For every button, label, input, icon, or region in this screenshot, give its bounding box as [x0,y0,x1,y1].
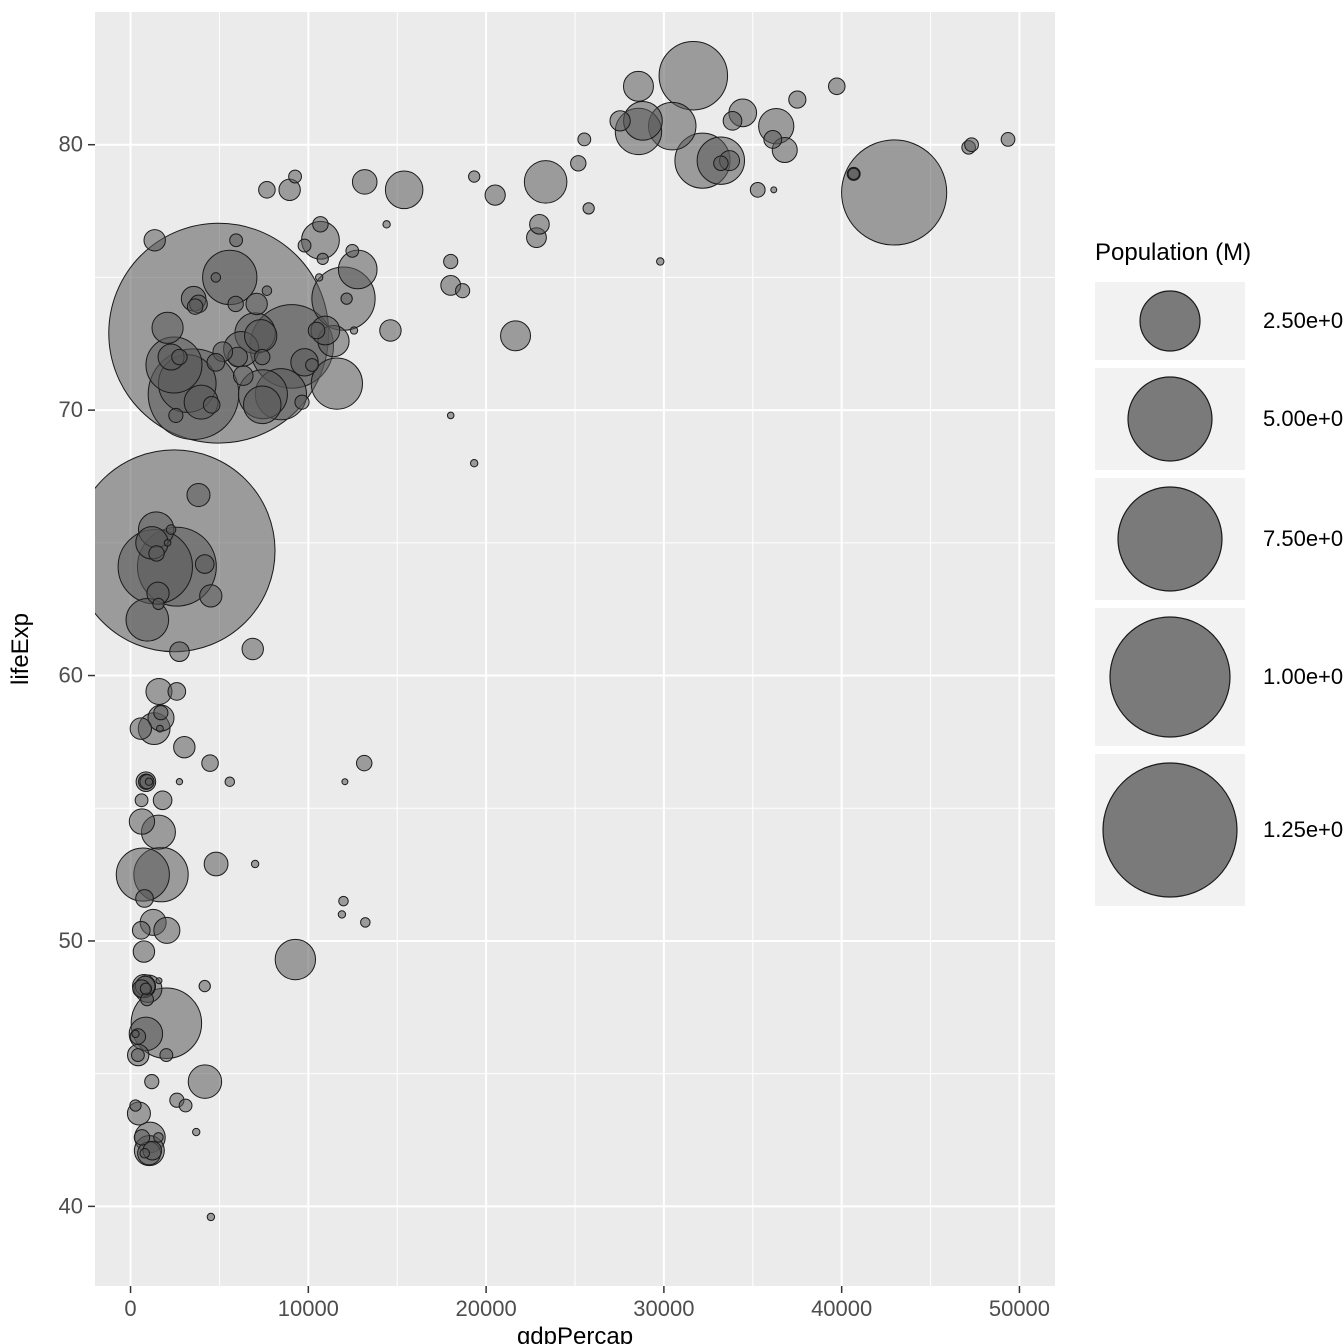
svg-text:50: 50 [59,928,83,953]
svg-text:70: 70 [59,397,83,422]
legend-title: Population (M) [1095,239,1251,266]
svg-text:10000: 10000 [278,1296,339,1321]
y-axis-label: lifeExp [7,613,34,685]
svg-text:20000: 20000 [456,1296,517,1321]
svg-text:60: 60 [59,663,83,688]
legend-entry-label: 7.50e+08 [1263,526,1344,551]
legend-entry-label: 1.00e+09 [1263,664,1344,689]
svg-text:40000: 40000 [811,1296,872,1321]
svg-text:80: 80 [59,132,83,157]
legend-entry-label: 5.00e+08 [1263,406,1344,431]
scatter-chart: 0 10000 20000 30000 40000 50000 40 50 60 70 80 gdpP… [0,0,1344,1344]
x-axis-label: gdpPercap [517,1323,633,1344]
svg-text:0: 0 [124,1296,136,1321]
svg-text:40: 40 [59,1193,83,1218]
svg-text:30000: 30000 [633,1296,694,1321]
legend-entry-label: 1.25e+09 [1263,817,1344,842]
svg-text:50000: 50000 [989,1296,1050,1321]
chart-container: 0 10000 20000 30000 40000 50000 40 50 60 70 80 gdpP… [0,0,1344,1344]
legend-entry-label: 2.50e+08 [1263,308,1344,333]
